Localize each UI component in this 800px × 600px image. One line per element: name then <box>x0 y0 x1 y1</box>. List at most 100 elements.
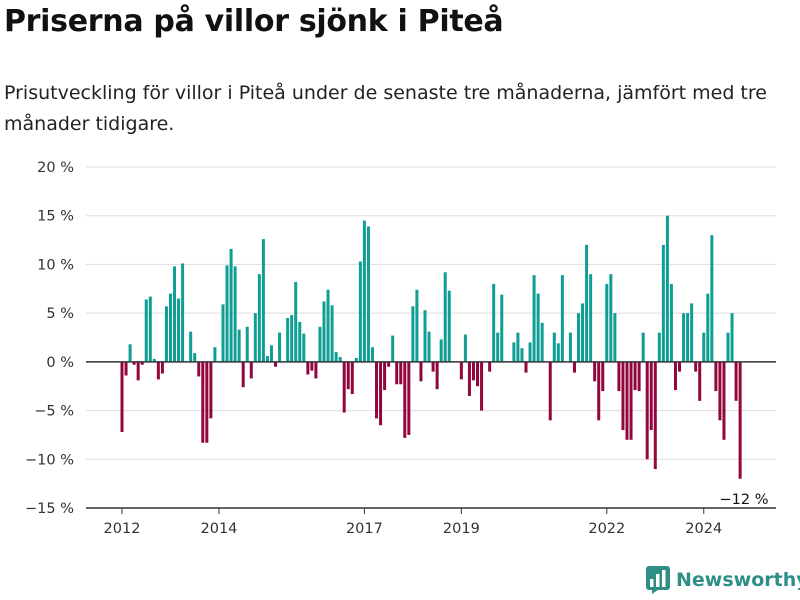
bar <box>488 361 492 372</box>
bar <box>520 348 524 362</box>
bar <box>346 361 350 390</box>
bar <box>168 293 172 362</box>
bar <box>306 361 310 375</box>
bar <box>362 220 366 362</box>
bar <box>322 301 326 362</box>
y-tick-label: −15 % <box>25 501 74 517</box>
y-tick-label: 5 % <box>46 306 74 322</box>
bar <box>556 343 560 362</box>
bar <box>286 318 290 362</box>
y-tick-label: −10 % <box>25 452 74 468</box>
bar <box>229 248 233 362</box>
bar <box>241 361 245 388</box>
bar <box>302 333 306 362</box>
bar <box>435 361 439 390</box>
bar <box>173 266 177 362</box>
x-tick-label: 2019 <box>443 521 480 537</box>
bar <box>645 361 649 460</box>
bar <box>597 361 601 421</box>
bar <box>702 332 706 362</box>
bar <box>290 315 294 362</box>
bar <box>342 361 346 413</box>
bar <box>310 361 314 371</box>
bar <box>467 361 471 396</box>
bar <box>690 303 694 362</box>
bar <box>379 361 383 426</box>
y-tick-label: 10 % <box>37 257 74 273</box>
bar <box>358 261 362 362</box>
bar <box>334 352 338 362</box>
bar <box>661 244 665 362</box>
bar <box>581 303 585 362</box>
bar <box>722 361 726 440</box>
bar <box>177 298 181 362</box>
bar <box>633 361 637 391</box>
bar <box>294 281 298 362</box>
bar <box>120 361 124 433</box>
bar <box>516 332 520 362</box>
bar <box>350 361 354 395</box>
bar <box>233 266 237 362</box>
bar <box>152 358 156 362</box>
bar <box>213 347 217 362</box>
bar <box>124 361 128 376</box>
bar <box>160 361 164 374</box>
bar <box>439 339 443 362</box>
bar <box>197 361 201 377</box>
bar <box>257 274 261 362</box>
bar <box>585 244 589 362</box>
bar <box>637 361 641 392</box>
bar <box>148 296 152 362</box>
bar <box>657 332 661 362</box>
bars <box>120 215 742 479</box>
bar <box>278 332 282 362</box>
bar <box>459 361 463 380</box>
bar <box>395 361 399 385</box>
bar <box>318 326 322 362</box>
bar <box>447 290 451 362</box>
chart-subtitle: Prisutveckling för villor i Piteå under … <box>4 82 767 135</box>
bar <box>560 275 564 362</box>
bar <box>673 361 677 391</box>
bar <box>156 361 160 380</box>
bar <box>669 283 673 362</box>
bar <box>665 215 669 362</box>
bar <box>568 332 572 362</box>
bar <box>132 361 136 365</box>
brand-name: Newsworthy <box>676 569 800 591</box>
bar <box>540 322 544 362</box>
bar <box>427 331 431 362</box>
bar <box>370 347 374 362</box>
bar <box>237 329 241 362</box>
bar <box>338 356 342 362</box>
x-tick-label: 2017 <box>346 521 383 537</box>
bar <box>193 353 197 362</box>
bar <box>181 263 185 362</box>
bar <box>500 294 504 362</box>
bar <box>613 313 617 362</box>
bar <box>221 304 225 362</box>
y-tick-label: −5 % <box>34 404 74 420</box>
x-tick-label: 2024 <box>685 521 722 537</box>
bar <box>653 361 657 470</box>
bar-chart-logo-icon <box>646 566 670 594</box>
bar <box>698 361 702 401</box>
bar <box>431 361 435 372</box>
bar <box>269 345 273 362</box>
chart-title: Priserna på villor sjönk i Piteå <box>4 4 504 39</box>
bar <box>415 289 419 362</box>
bar <box>726 332 730 362</box>
bar <box>686 313 690 362</box>
bar <box>480 361 484 411</box>
bar <box>536 293 540 362</box>
bar <box>201 361 205 443</box>
bar <box>492 283 496 362</box>
bar <box>314 361 318 379</box>
bar <box>678 361 682 372</box>
x-tick-label: 2012 <box>104 521 141 537</box>
bar <box>524 361 528 373</box>
y-tick-label: 15 % <box>37 209 74 225</box>
bar <box>593 361 597 382</box>
bar <box>411 306 415 362</box>
bar <box>601 361 605 392</box>
